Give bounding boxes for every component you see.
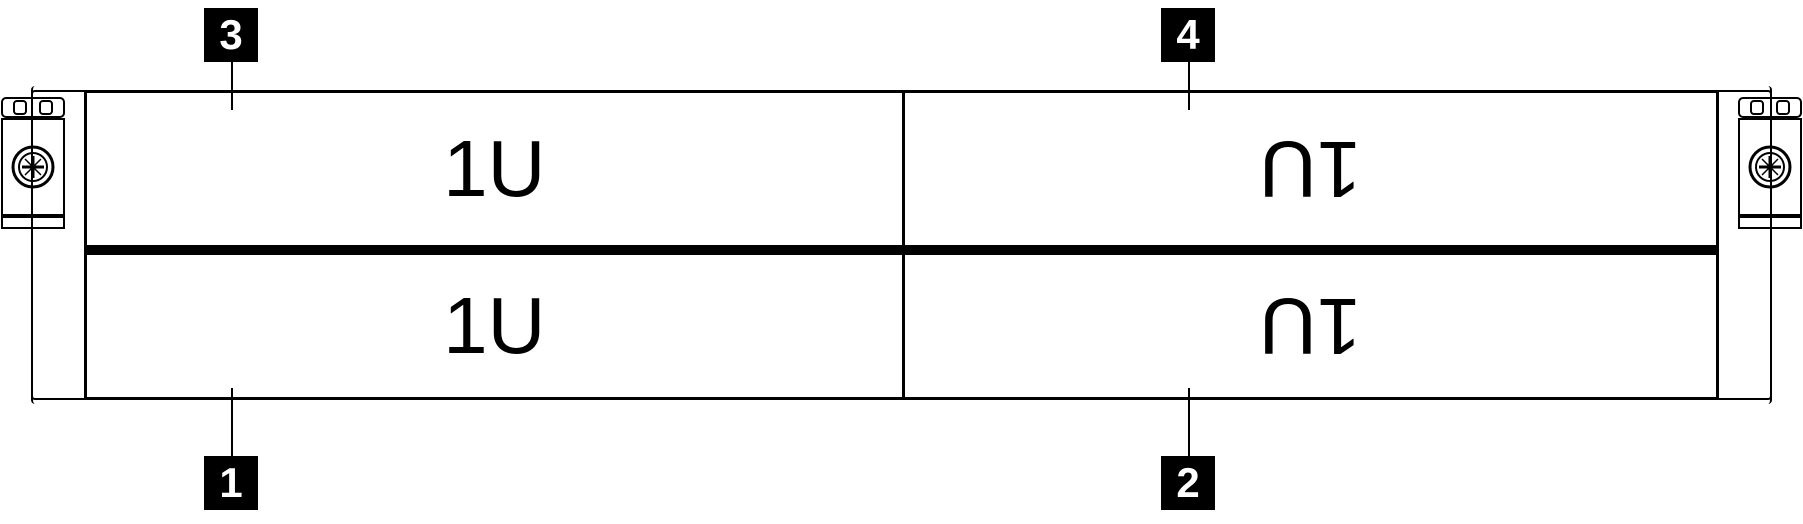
callout-3-number: 3 [219, 11, 242, 59]
bay-row-top: 1U 1U [87, 93, 1716, 245]
callout-2-number: 2 [1176, 459, 1199, 507]
bay-3-label: 1U [443, 123, 545, 215]
callout-1-leader [231, 388, 233, 456]
enclosure-diagram: 1U 1U 1U 1U 3 4 1 2 [0, 0, 1803, 524]
rack-ear-right [1737, 97, 1803, 229]
screw-icon [1750, 147, 1790, 187]
bay-1: 1U [87, 255, 902, 397]
callout-4: 4 [1161, 8, 1215, 62]
callout-2-leader [1188, 388, 1190, 456]
bay-2-label: 1U [1259, 280, 1361, 372]
bay-grid: 1U 1U 1U 1U [84, 90, 1719, 400]
callout-3-leader [231, 62, 233, 110]
callout-2: 2 [1161, 456, 1215, 510]
callout-3: 3 [204, 8, 258, 62]
rack-ear-left [0, 97, 66, 229]
bay-2: 1U [902, 255, 1717, 397]
bay-3: 1U [87, 93, 902, 245]
screw-icon [13, 147, 53, 187]
bay-4-label: 1U [1259, 123, 1361, 215]
bay-4: 1U [902, 93, 1717, 245]
callout-1-number: 1 [219, 459, 242, 507]
bay-1-label: 1U [443, 280, 545, 372]
bay-row-bottom: 1U 1U [87, 245, 1716, 397]
callout-4-number: 4 [1176, 11, 1199, 59]
callout-1: 1 [204, 456, 258, 510]
callout-4-leader [1188, 62, 1190, 110]
